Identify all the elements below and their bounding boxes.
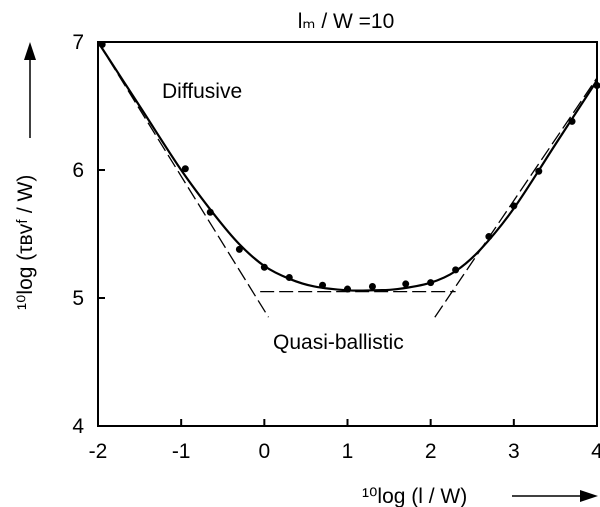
asymptote-line	[434, 77, 598, 318]
x-tick-label: -2	[89, 440, 108, 463]
fit-curve	[97, 41, 598, 292]
x-tick-label: 2	[425, 440, 437, 463]
y-axis-arrow-head	[24, 42, 36, 60]
x-tick-label: 1	[342, 440, 354, 463]
series	[97, 41, 600, 318]
tick-labels: -2 -1 0 1 2 3 4 4 5 6 7	[72, 31, 600, 463]
y-axis-label: ¹⁰log (τʙvᶠ / W)	[14, 175, 37, 310]
data-point	[181, 165, 189, 173]
ticks	[97, 41, 598, 427]
x-tick-label: 3	[508, 440, 520, 463]
annotation-quasi-ballistic: Quasi-ballistic	[273, 331, 404, 354]
x-tick-label: 4	[591, 440, 600, 463]
y-tick-label: 4	[72, 415, 84, 438]
annotation-diffusive: Diffusive	[162, 80, 242, 103]
x-tick-label: 0	[258, 440, 270, 463]
data-point	[402, 280, 410, 288]
y-tick-label: 6	[72, 159, 84, 182]
chart-title: lₘ / W =10	[298, 10, 395, 33]
x-axis-label: ¹⁰log (l / W)	[362, 485, 467, 507]
y-tick-label: 5	[72, 287, 84, 310]
x-axis-arrow-head	[580, 490, 598, 502]
y-tick-label: 7	[72, 31, 84, 54]
data-point	[368, 282, 376, 290]
asymptote-line	[97, 41, 270, 318]
data-point	[235, 245, 243, 253]
x-tick-label: -1	[172, 440, 191, 463]
